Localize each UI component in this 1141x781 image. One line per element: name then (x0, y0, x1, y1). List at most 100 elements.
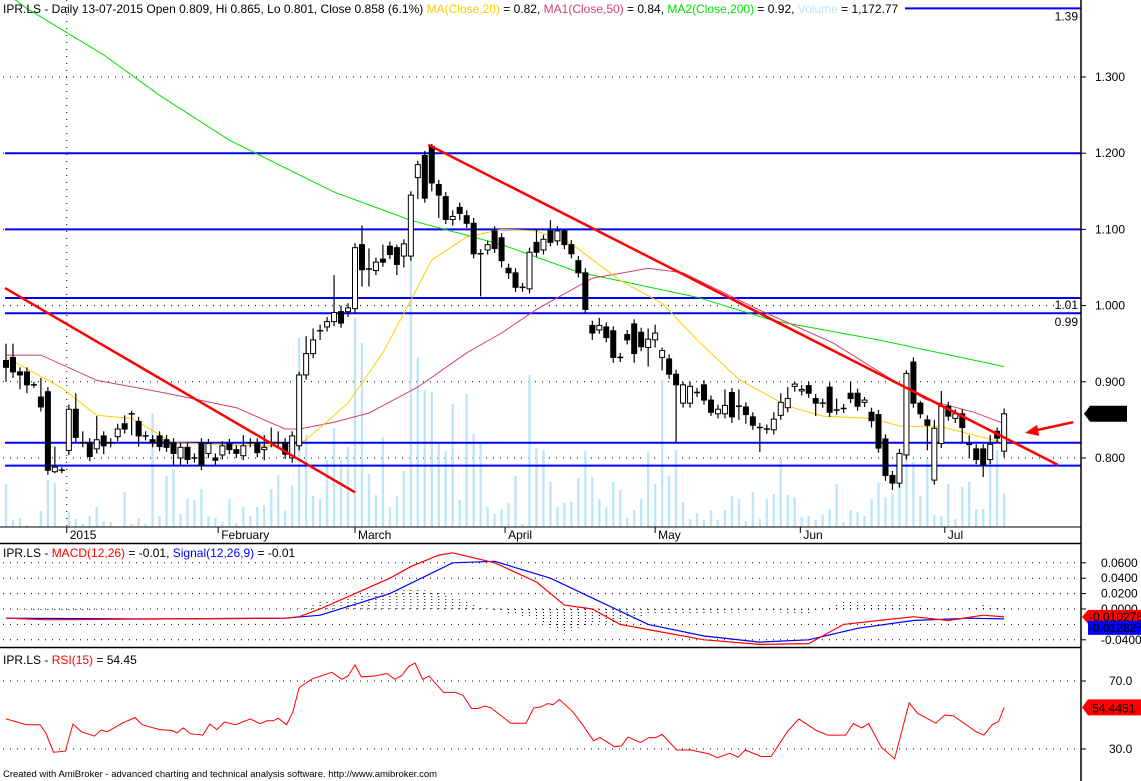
candle-bearish (163, 439, 170, 448)
candle-bearish (233, 449, 240, 454)
signal-value: = -0.01 (254, 546, 295, 560)
candle-bullish (372, 261, 379, 272)
rsi-symbol: IPR.LS - (3, 653, 52, 667)
x-tick-label: May (658, 528, 681, 542)
candle-bullish (114, 428, 121, 438)
volume-bar (528, 375, 531, 527)
x-tick-label: February (221, 528, 269, 542)
candle-bearish (456, 206, 463, 214)
candle-bearish (582, 272, 589, 310)
candle-bullish (903, 372, 910, 456)
candle-bearish (282, 442, 289, 455)
volume-bar (151, 413, 154, 527)
volume-bar (137, 517, 140, 527)
volume-bar (954, 519, 957, 527)
candle-bearish (491, 230, 498, 249)
volume-bar (961, 487, 964, 527)
candle-bullish (987, 443, 994, 461)
candle-bullish (289, 435, 296, 459)
rsi-y-tick-label: 70.0 (1109, 674, 1133, 688)
volume-bar (556, 507, 559, 527)
volume-bar (228, 499, 231, 527)
candle-bearish (198, 442, 205, 467)
candle-bearish (428, 145, 435, 184)
volume-bar (486, 507, 489, 527)
volume-bar (339, 459, 343, 527)
volume-bar (681, 501, 685, 527)
volume-bar (674, 449, 678, 527)
candle-bearish (72, 408, 79, 438)
moving-averages (5, 0, 1005, 448)
volume-bar (912, 461, 915, 527)
candle-bullish (65, 408, 72, 451)
volume-bar (235, 523, 238, 527)
candle-bullish (861, 399, 868, 403)
volume-bar (46, 479, 50, 527)
ma50-label: MA1(Close,50) (544, 2, 624, 16)
candle-bearish (624, 334, 631, 341)
volume-bar (353, 317, 357, 527)
volume-bar (584, 451, 587, 527)
last-price-marker (1084, 405, 1127, 422)
volume-bar (891, 493, 894, 527)
macd-line (5, 552, 1005, 646)
candle-bearish (610, 330, 617, 358)
volume-bar (11, 519, 15, 527)
volume-bar (968, 481, 971, 527)
volume-bar (786, 495, 789, 527)
volume-bar (25, 525, 29, 527)
volume-bar (982, 509, 985, 527)
candle-bearish (16, 371, 23, 376)
volume-bar (605, 507, 608, 527)
candle-bearish (603, 326, 610, 339)
candle-bullish (345, 307, 352, 313)
candle-bearish (924, 419, 931, 426)
volume-bar (549, 481, 552, 527)
volume-bar (109, 521, 112, 527)
candle-bullish (798, 388, 805, 392)
volume-bar (730, 495, 734, 527)
volume-bar (612, 481, 615, 527)
y-tick-label: 1.100 (1095, 222, 1125, 236)
candle-bullish (659, 350, 666, 358)
volume-bar (877, 483, 880, 527)
volume-bar (570, 501, 573, 527)
candle-bearish (358, 244, 365, 271)
volume-bar (772, 493, 775, 527)
volume-bar (367, 473, 371, 527)
candle-bearish (386, 245, 393, 256)
volume-bar (535, 447, 538, 527)
volume-bar (821, 515, 824, 527)
volume-bar (284, 511, 287, 527)
macd-last-marker (1082, 609, 1141, 624)
volume-bar (53, 483, 57, 527)
candle-bullish (540, 238, 547, 251)
candle-bearish (9, 356, 16, 373)
volume-bar (242, 507, 245, 527)
candle-bearish (3, 359, 9, 368)
volume-bar (88, 515, 91, 527)
candle-bullish (596, 324, 603, 331)
candle-bullish (93, 439, 100, 450)
volume-bar (751, 491, 755, 527)
macd-value: = -0.01, (125, 546, 173, 560)
candle-bearish (973, 448, 980, 461)
x-tick-label: Jun (803, 528, 822, 542)
volume-bar (311, 495, 315, 527)
y-tick-label: 1.200 (1095, 146, 1125, 160)
candle-bullish (896, 452, 903, 484)
signal-last-marker (1088, 620, 1141, 635)
footer-credit: Created with AmiBroker - advanced charti… (3, 769, 437, 780)
volume-bars (4, 257, 1006, 527)
price-grid (3, 0, 1081, 750)
volume-bar (933, 515, 936, 527)
candle-bearish (749, 416, 756, 426)
macd-y-tick-label: 0.0400 (1101, 571, 1138, 585)
volume-bar (800, 517, 803, 527)
volume-bar (144, 523, 147, 527)
volume-bar (437, 443, 440, 527)
volume-bar (381, 437, 385, 527)
candle-bearish (393, 247, 400, 265)
